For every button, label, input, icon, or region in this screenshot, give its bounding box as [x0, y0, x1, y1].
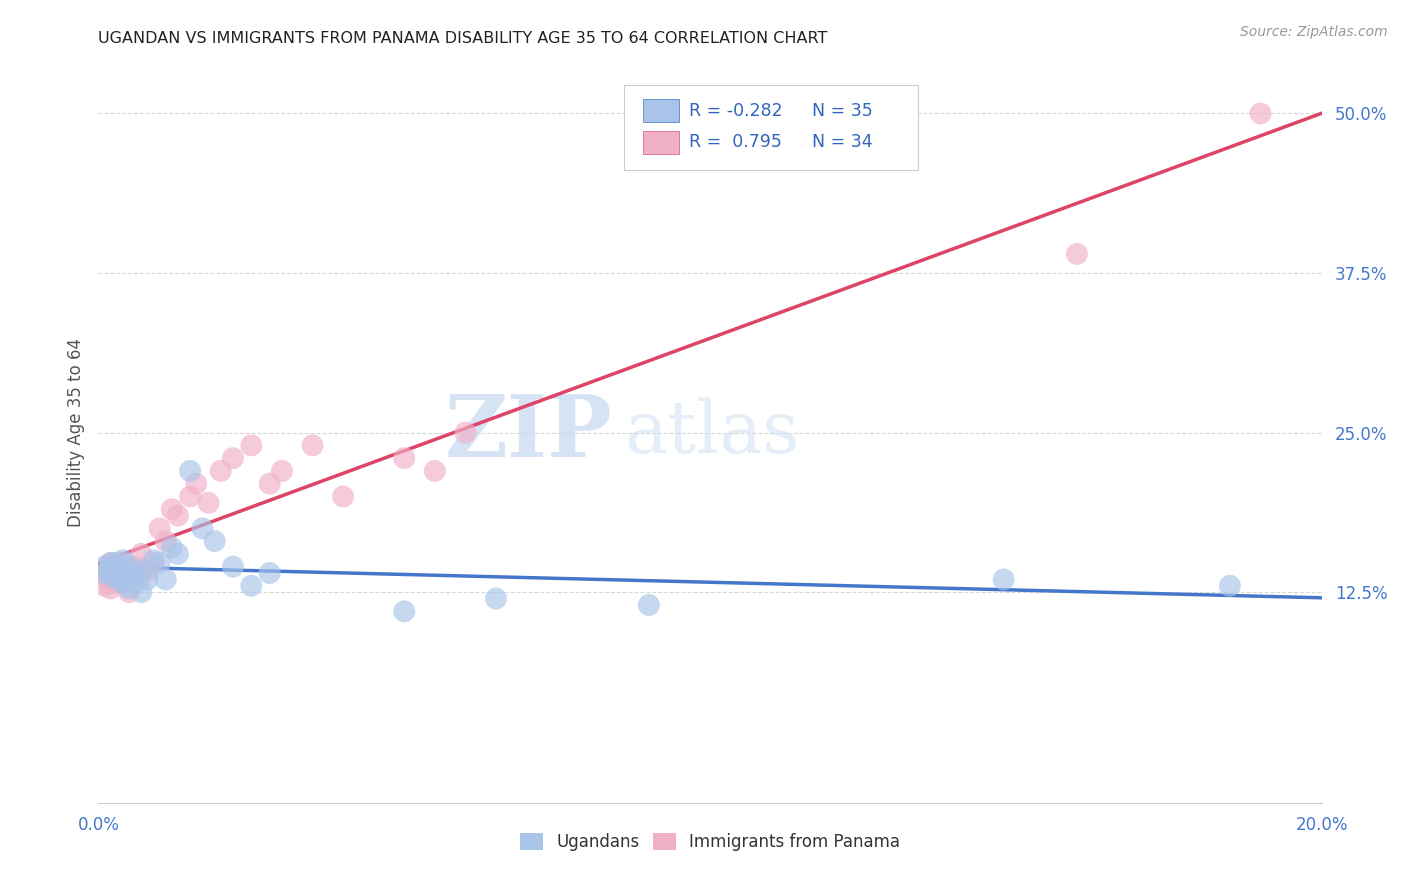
Point	[142, 556, 165, 570]
Point	[100, 562, 122, 576]
FancyBboxPatch shape	[643, 131, 679, 153]
Point	[93, 579, 115, 593]
Point	[270, 464, 292, 478]
Point	[160, 541, 183, 555]
Point	[105, 576, 128, 591]
Point	[392, 604, 416, 618]
Point	[111, 553, 134, 567]
Point	[105, 564, 128, 578]
Point	[259, 566, 281, 580]
Point	[186, 476, 208, 491]
Point	[142, 553, 165, 567]
Point	[392, 451, 416, 466]
Point	[167, 508, 190, 523]
Point	[100, 568, 122, 582]
Point	[222, 559, 245, 574]
Text: Source: ZipAtlas.com: Source: ZipAtlas.com	[1240, 25, 1388, 39]
Point	[93, 559, 115, 574]
Point	[93, 566, 115, 580]
Point	[111, 576, 134, 591]
Point	[1066, 247, 1088, 261]
Point	[454, 425, 477, 440]
Point	[637, 598, 661, 612]
Point	[136, 573, 159, 587]
Text: UGANDAN VS IMMIGRANTS FROM PANAMA DISABILITY AGE 35 TO 64 CORRELATION CHART: UGANDAN VS IMMIGRANTS FROM PANAMA DISABI…	[98, 31, 828, 46]
Point	[136, 564, 159, 578]
Point	[209, 464, 232, 478]
Point	[259, 476, 281, 491]
Point	[100, 582, 122, 596]
Point	[129, 547, 152, 561]
Point	[197, 496, 219, 510]
Point	[100, 556, 122, 570]
Point	[179, 464, 201, 478]
Text: N = 35: N = 35	[811, 102, 872, 120]
Point	[301, 438, 323, 452]
Point	[93, 568, 115, 582]
Point	[222, 451, 245, 466]
Point	[149, 521, 172, 535]
Point	[240, 579, 263, 593]
Text: R =  0.795: R = 0.795	[689, 134, 782, 152]
Text: ZIP: ZIP	[444, 391, 612, 475]
Y-axis label: Disability Age 35 to 64: Disability Age 35 to 64	[66, 338, 84, 527]
Text: atlas: atlas	[624, 397, 800, 468]
Point	[118, 566, 141, 580]
Point	[105, 564, 128, 578]
Point	[111, 573, 134, 587]
Point	[124, 559, 146, 574]
Point	[111, 556, 134, 570]
Point	[167, 547, 190, 561]
Point	[1219, 579, 1241, 593]
Point	[129, 568, 152, 582]
Point	[124, 566, 146, 580]
Text: R = -0.282: R = -0.282	[689, 102, 783, 120]
Point	[155, 534, 177, 549]
Point	[332, 490, 354, 504]
Point	[124, 576, 146, 591]
Point	[191, 521, 214, 535]
FancyBboxPatch shape	[624, 85, 918, 169]
Text: N = 34: N = 34	[811, 134, 872, 152]
Point	[993, 573, 1015, 587]
Point	[204, 534, 226, 549]
Point	[179, 490, 201, 504]
Point	[118, 582, 141, 596]
Point	[155, 573, 177, 587]
Point	[240, 438, 263, 452]
Point	[149, 556, 172, 570]
Point	[105, 573, 128, 587]
Point	[105, 556, 128, 570]
Point	[111, 568, 134, 582]
Point	[118, 559, 141, 574]
Point	[160, 502, 183, 516]
Legend: Ugandans, Immigrants from Panama: Ugandans, Immigrants from Panama	[509, 823, 911, 861]
Point	[118, 585, 141, 599]
Point	[1249, 106, 1271, 120]
Point	[485, 591, 508, 606]
Point	[100, 556, 122, 570]
FancyBboxPatch shape	[643, 99, 679, 121]
Point	[129, 564, 152, 578]
Point	[129, 585, 152, 599]
Point	[118, 568, 141, 582]
Point	[423, 464, 446, 478]
